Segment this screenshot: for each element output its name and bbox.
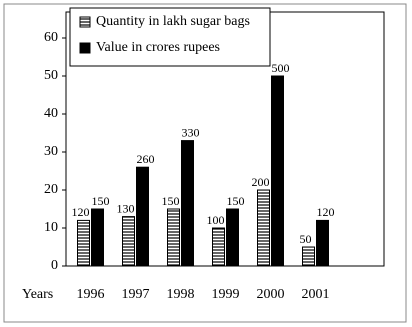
bar	[167, 208, 180, 267]
value-label: 150	[92, 194, 110, 208]
value-label: 120	[72, 205, 90, 219]
bar	[181, 140, 194, 267]
y-tick-label: 60	[44, 30, 58, 45]
value-label: 260	[137, 152, 155, 166]
x-axis-label: Years	[22, 287, 53, 302]
legend-label: Value in crores rupees	[96, 40, 220, 55]
x-tick-label: 2000	[257, 287, 285, 302]
value-label: 120	[317, 205, 335, 219]
legend-swatch	[79, 42, 91, 54]
bar	[226, 208, 239, 267]
bar	[77, 219, 90, 267]
bar	[212, 227, 225, 267]
bar	[122, 216, 135, 267]
value-label: 50	[300, 232, 312, 246]
value-label: 150	[162, 194, 180, 208]
value-label: 100	[207, 213, 225, 227]
bar	[271, 75, 284, 267]
value-label: 330	[182, 125, 200, 139]
bar	[136, 166, 149, 267]
y-tick-label: 10	[44, 220, 58, 235]
value-label: 500	[272, 61, 290, 75]
bar	[257, 189, 270, 267]
x-tick-label: 1996	[77, 287, 105, 302]
bar	[91, 208, 104, 267]
value-label: 130	[117, 201, 135, 215]
x-tick-label: 1998	[167, 287, 195, 302]
x-tick-label: 1997	[122, 287, 150, 302]
y-tick-label: 50	[44, 68, 58, 83]
x-tick-label: 1999	[212, 287, 240, 302]
legend-label: Quantity in lakh sugar bags	[96, 14, 250, 29]
y-tick-label: 40	[44, 106, 58, 121]
value-label: 200	[252, 175, 270, 189]
value-label: 150	[227, 194, 245, 208]
x-tick-label: 2001	[302, 287, 330, 302]
outer-border	[3, 3, 407, 323]
y-tick-label: 30	[44, 144, 58, 159]
bar	[302, 246, 315, 267]
legend-box	[69, 7, 271, 67]
y-tick-label: 0	[51, 258, 58, 273]
legend-swatch	[79, 16, 91, 28]
y-tick-label: 20	[44, 182, 58, 197]
bar	[316, 219, 329, 267]
